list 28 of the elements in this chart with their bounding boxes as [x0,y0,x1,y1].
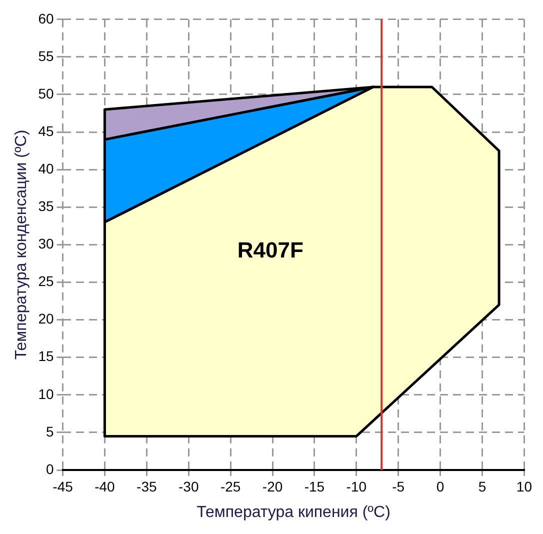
y-tick-label: 30 [38,236,54,252]
x-axis-title: Температура кипения (ºC) [196,504,390,521]
y-tick-label: 45 [38,122,54,139]
x-tick-label: -25 [220,478,241,494]
y-tick-label: 55 [38,48,54,64]
x-tick-label: -30 [178,478,199,494]
y-axis-title: Температура конденсации (ºC) [13,130,30,360]
annotation: R407F [237,238,304,263]
x-tick-label: -40 [94,478,116,494]
y-tick-label: 60 [38,10,54,26]
x-tick-label: 5 [478,478,486,494]
y-tick-label: 5 [46,423,54,440]
y-tick-label: 20 [38,310,54,327]
y-tick-label: 10 [38,386,54,402]
x-tick-label: -10 [346,478,367,494]
x-tick-label: -45 [52,478,74,494]
x-tick-label: -15 [304,478,325,494]
y-tick-label: 15 [38,348,54,364]
y-tick-label: 35 [38,198,54,214]
y-tick-label: 40 [38,160,54,176]
x-tick-label: -20 [262,478,283,494]
y-tick-label: 0 [46,460,54,477]
y-tick-label: 50 [38,85,54,102]
y-tick-label: 25 [38,273,54,290]
x-tick-label: -35 [136,478,157,494]
x-tick-label: 10 [516,478,532,494]
x-tick-label: -5 [392,478,405,494]
x-tick-label: 0 [436,478,444,494]
